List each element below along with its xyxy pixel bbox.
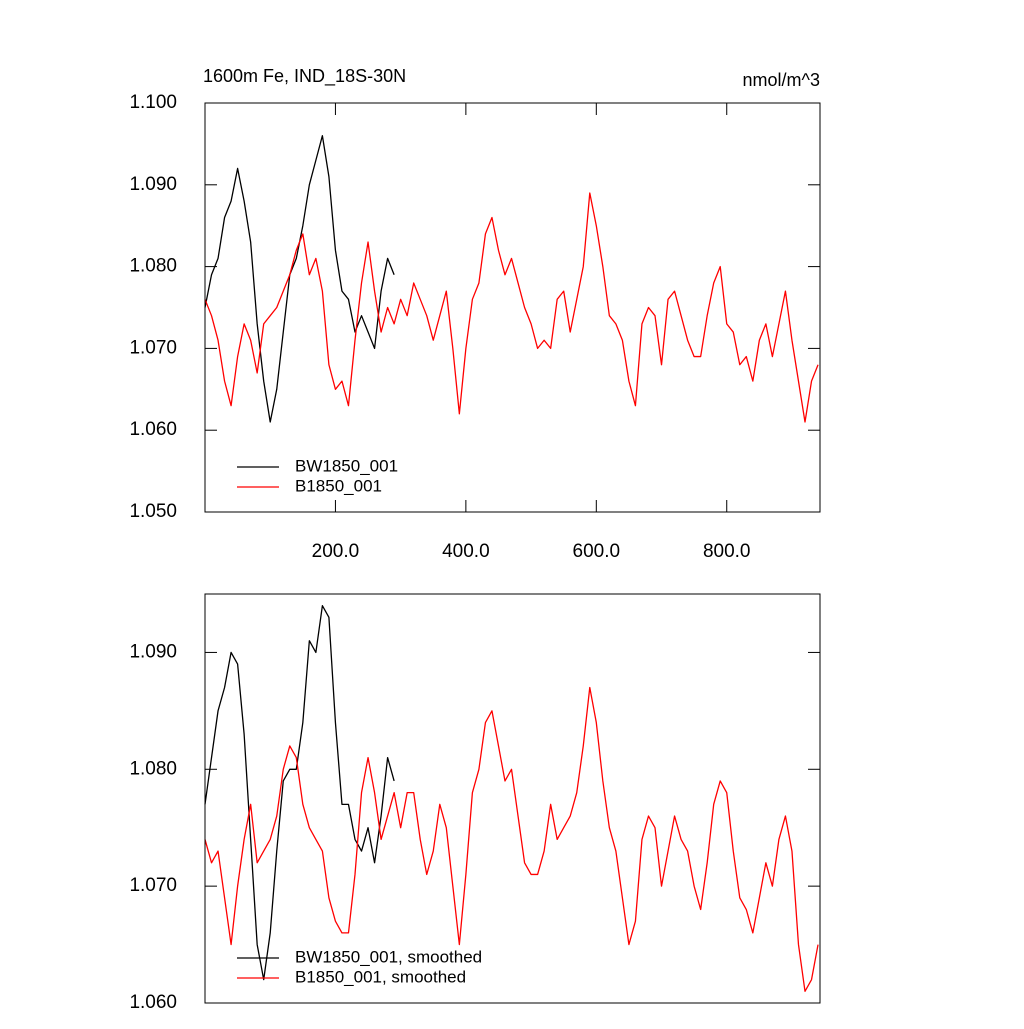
- plot-frame: [204, 102, 821, 513]
- x-tick-label: 400.0: [442, 541, 490, 562]
- data-line: [204, 686, 819, 992]
- y-tick-label: 1.080: [129, 256, 177, 277]
- data-line: [204, 192, 819, 423]
- y-tick-label: 1.070: [129, 875, 177, 896]
- x-tick-label: 200.0: [312, 541, 360, 562]
- y-tick-label: 1.050: [129, 501, 177, 522]
- y-tick-label: 1.060: [129, 992, 177, 1013]
- y-tick-label: 1.060: [129, 419, 177, 440]
- legend-label: B1850_001, smoothed: [295, 967, 466, 986]
- y-tick-label: 1.070: [129, 337, 177, 358]
- y-tick-label: 1.100: [129, 92, 177, 113]
- legend-label: BW1850_001: [295, 456, 398, 475]
- chart-title: 1600m Fe, IND_18S-30N: [203, 66, 406, 87]
- data-line: [204, 605, 395, 981]
- y-tick-label: 1.080: [129, 758, 177, 779]
- y-tick-label: 1.090: [129, 641, 177, 662]
- legend-label: B1850_001: [295, 476, 382, 495]
- data-line: [204, 135, 395, 423]
- x-tick-label: 600.0: [573, 541, 621, 562]
- y-tick-label: 1.090: [129, 174, 177, 195]
- legend-label: BW1850_001, smoothed: [295, 947, 482, 966]
- plot-frame: [204, 593, 821, 1004]
- units-label: nmol/m^3: [743, 70, 820, 90]
- x-tick-label: 800.0: [703, 541, 751, 562]
